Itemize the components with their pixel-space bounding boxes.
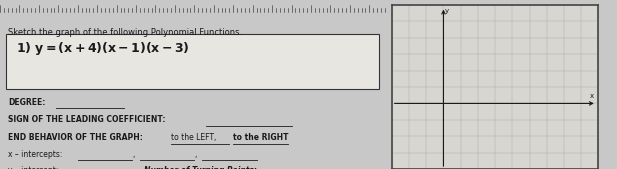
Text: $\mathbf{1)\ y=(x+4)(x-1)(x-3)}$: $\mathbf{1)\ y=(x+4)(x-1)(x-3)}$ xyxy=(15,40,189,57)
Text: y: y xyxy=(445,8,449,14)
Text: y – intercept:: y – intercept: xyxy=(8,166,58,169)
Text: Number of Turning Points:: Number of Turning Points: xyxy=(144,166,257,169)
Text: END BEHAVIOR OF THE GRAPH:: END BEHAVIOR OF THE GRAPH: xyxy=(8,133,143,142)
Text: ,: , xyxy=(194,150,197,159)
Text: SIGN OF THE LEADING COEFFICIENT:: SIGN OF THE LEADING COEFFICIENT: xyxy=(8,115,165,124)
Text: Sketch the graph of the following Polynomial Functions.: Sketch the graph of the following Polyno… xyxy=(8,28,242,37)
Text: to the LEFT,: to the LEFT, xyxy=(171,133,217,142)
Text: DEGREE:: DEGREE: xyxy=(8,98,45,107)
Text: ,: , xyxy=(132,150,135,159)
Text: x – intercepts:: x – intercepts: xyxy=(8,150,62,159)
Text: x: x xyxy=(590,92,594,99)
Text: to the RIGHT: to the RIGHT xyxy=(233,133,289,142)
FancyBboxPatch shape xyxy=(6,34,379,89)
